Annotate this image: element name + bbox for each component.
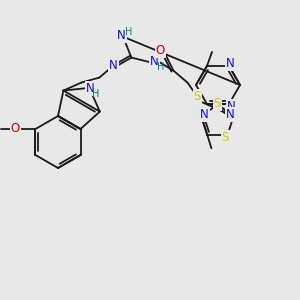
Text: N: N [226,108,235,121]
Text: O: O [11,122,20,136]
Text: S: S [194,90,201,103]
Text: N: N [226,100,236,112]
Text: N: N [226,57,234,70]
Text: H: H [92,89,99,99]
Text: N: N [200,108,208,121]
Text: N: N [109,59,118,72]
Text: O: O [156,44,165,57]
Text: N: N [150,55,159,68]
Text: S: S [214,97,221,110]
Text: S: S [222,131,229,144]
Text: N: N [117,29,126,42]
Text: H: H [157,61,164,72]
Text: N: N [86,82,94,95]
Text: H: H [125,27,132,37]
